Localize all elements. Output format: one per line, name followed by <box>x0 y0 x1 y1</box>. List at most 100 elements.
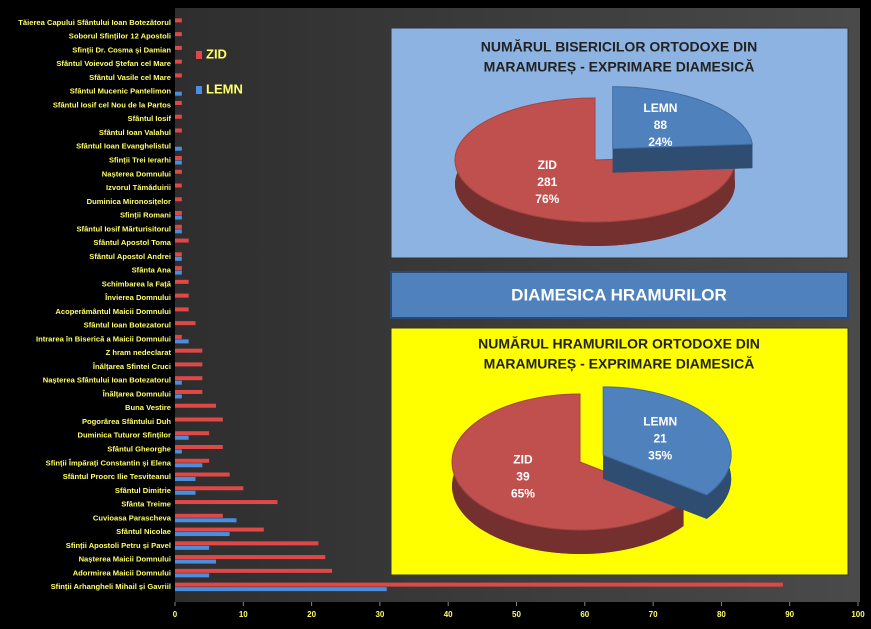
y-tick-label: Adormirea Maicii Domnului <box>73 568 171 577</box>
bar <box>175 59 182 64</box>
pie-percent: 24% <box>648 135 672 149</box>
bar <box>175 472 230 477</box>
x-tick-label: 80 <box>717 610 726 619</box>
bar <box>175 197 182 202</box>
bar <box>175 587 387 592</box>
bar <box>175 32 182 37</box>
y-tick-label: Sfântul Ioan Evanghelistul <box>76 142 171 151</box>
bar <box>175 334 182 339</box>
pie-value: 39 <box>516 470 530 484</box>
y-tick-label: Tăierea Capului Sfântului Ioan Botezător… <box>18 18 171 27</box>
pie-value: 88 <box>654 118 668 132</box>
x-tick-label: 100 <box>851 610 865 619</box>
bar <box>175 293 189 298</box>
y-tick-label: Sfântul Ioan Botezatorul <box>84 321 171 330</box>
y-tick-label: Sfântul Voievod Ștefan cel Mare <box>56 59 171 68</box>
pie-side <box>452 394 684 554</box>
bar <box>175 445 223 449</box>
bar <box>175 100 182 105</box>
bar <box>175 527 264 532</box>
pie-slice <box>612 86 753 150</box>
y-tick-label: Izvorul Tămăduirii <box>106 183 171 192</box>
legend-label: LEMN <box>206 81 243 96</box>
y-tick-label: Sfântul Proorc Ilie Tesviteanul <box>63 472 171 481</box>
pie-title: MARAMUREȘ - EXPRIMARE DIAMESICĂ <box>484 356 755 372</box>
y-tick-label: Nașterea Maicii Domnului <box>79 555 171 564</box>
bar <box>175 45 182 50</box>
pie-title: MARAMUREȘ - EXPRIMARE DIAMESICĂ <box>484 59 755 75</box>
bar <box>175 449 182 454</box>
x-tick-label: 70 <box>649 610 658 619</box>
bar <box>175 256 182 261</box>
y-tick-label: Sfânta Treime <box>121 500 171 509</box>
y-tick-label: Înălțarea Sfintei Cruci <box>92 362 171 371</box>
bar <box>175 114 182 119</box>
pie-value: 281 <box>537 175 557 189</box>
bar <box>175 270 182 275</box>
bar <box>175 229 182 234</box>
bar <box>175 573 210 578</box>
x-tick-label: 60 <box>580 610 589 619</box>
y-tick-label: Schimbarea la Față <box>102 279 172 288</box>
banner-text: DIAMESICA HRAMURILOR <box>511 285 727 304</box>
pie-percent: 65% <box>511 487 535 501</box>
bar <box>175 376 203 381</box>
y-tick-label: Buna Vestire <box>125 403 171 412</box>
y-tick-label: Sfântul Apostol Toma <box>93 238 171 247</box>
pie-label: LEMN <box>643 415 677 429</box>
bar <box>175 339 189 344</box>
y-tick-label: Sfântul Nicolae <box>116 527 171 536</box>
legend-swatch <box>196 86 202 94</box>
bar <box>175 463 203 468</box>
bar <box>175 279 189 284</box>
y-tick-label: Sfântul Dimitrie <box>115 486 171 495</box>
y-tick-label: Sfântul Iosif <box>128 114 172 123</box>
y-tick-label: Duminica Tuturor Sfinților <box>77 431 171 440</box>
y-tick-label: Înălțarea Domnului <box>102 389 171 398</box>
bar <box>175 389 203 394</box>
bar <box>175 307 189 312</box>
bar <box>175 146 182 151</box>
bar <box>175 224 182 229</box>
bar <box>175 513 223 518</box>
y-tick-label: Soborul Sfinților 12 Apostoli <box>69 32 171 41</box>
x-tick-label: 90 <box>785 610 794 619</box>
legend-label: ZID <box>206 46 227 61</box>
bar <box>175 545 210 550</box>
bar <box>175 128 182 133</box>
y-tick-label: Cuvioasa Parascheva <box>93 513 172 522</box>
bar <box>175 18 182 23</box>
pie-percent: 76% <box>535 192 559 206</box>
x-tick-label: 20 <box>307 610 316 619</box>
bar <box>175 582 783 587</box>
bar <box>175 169 182 174</box>
bar <box>175 394 182 399</box>
bar <box>175 486 244 491</box>
bar <box>175 490 196 495</box>
bar <box>175 477 196 482</box>
x-tick-label: 0 <box>173 610 178 619</box>
pie-label: ZID <box>513 453 533 467</box>
bar <box>175 252 182 257</box>
bar <box>175 559 216 564</box>
pie-slice <box>451 393 685 531</box>
x-tick-label: 50 <box>512 610 521 619</box>
bar <box>175 362 203 367</box>
y-tick-label: Duminica Mironosițelor <box>87 197 171 206</box>
bar <box>175 435 189 440</box>
banner <box>390 271 849 319</box>
legend-swatch <box>196 51 202 59</box>
y-tick-label: Sfinții Arhangheli Mihail și Gavriil <box>51 582 171 591</box>
pie-side <box>603 454 707 519</box>
y-tick-label: Sfântul Iosif Mărturisitorul <box>76 224 171 233</box>
bar <box>175 380 182 385</box>
bar <box>175 518 237 523</box>
y-tick-label: Z hram nedeclarat <box>106 348 172 357</box>
bar <box>175 532 230 537</box>
bar <box>175 160 182 165</box>
x-tick-label: 10 <box>239 610 248 619</box>
pie-label: LEMN <box>643 101 677 115</box>
y-tick-label: Sfinții Dr. Cosma și Damian <box>72 45 171 54</box>
pie-title: NUMĂRUL HRAMURILOR ORTODOXE DIN <box>478 336 760 352</box>
